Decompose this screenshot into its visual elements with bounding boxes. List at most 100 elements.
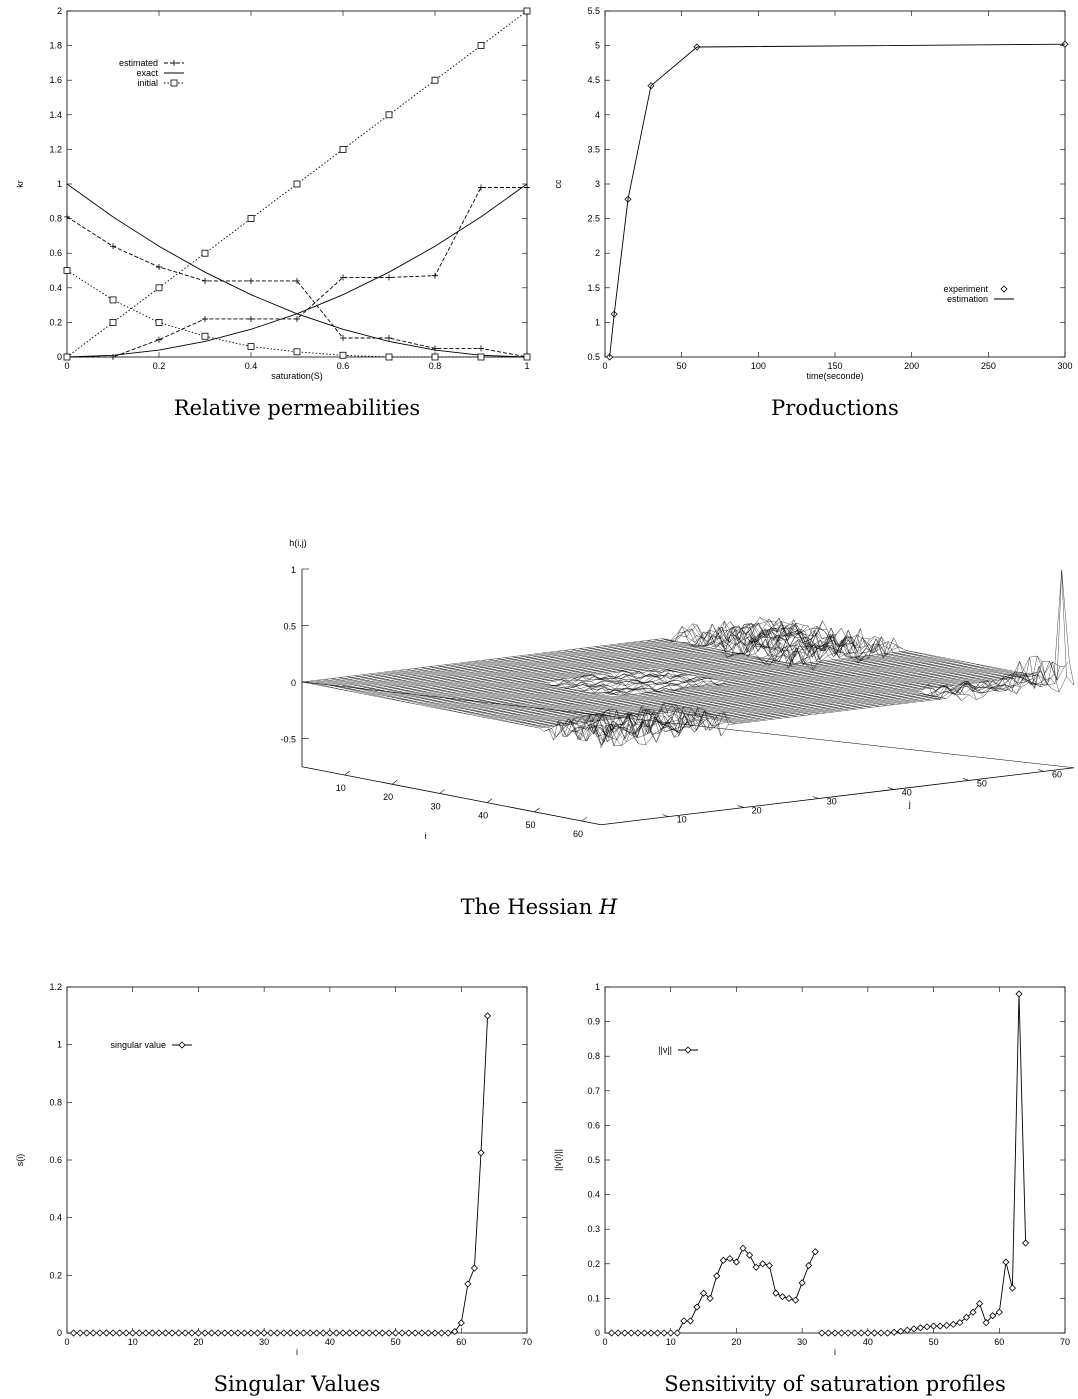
y-tick-label: 0.8	[49, 1097, 62, 1107]
data-point	[719, 1256, 727, 1264]
j-tick-label: 10	[677, 815, 687, 825]
data-point	[792, 1296, 800, 1304]
data-point	[300, 1329, 308, 1337]
x-tick-label: 0.2	[153, 361, 166, 371]
legend-marker	[684, 1046, 692, 1054]
data-point	[464, 1280, 472, 1288]
data-point	[916, 1324, 924, 1332]
j-tick	[962, 778, 969, 781]
series-line	[821, 993, 1027, 1334]
data-point	[254, 1329, 262, 1337]
j-tick	[737, 805, 744, 808]
data-point	[181, 1329, 189, 1337]
data-point	[432, 272, 438, 279]
data-point	[248, 277, 254, 284]
x-tick-label: 150	[827, 361, 842, 371]
y-tick-label: 4.5	[587, 75, 600, 85]
data-point	[818, 1329, 826, 1337]
x-tick-label: 300	[1057, 361, 1072, 371]
x-tick-label: 250	[981, 361, 996, 371]
legend-estimation: estimation	[947, 294, 988, 304]
x-tick-label: 70	[522, 1337, 532, 1347]
chart-caption: Sensitivity of saturation profiles	[664, 1372, 1006, 1396]
data-point	[667, 1329, 675, 1337]
data-point	[660, 1329, 668, 1337]
legend-v-norm: ||v||	[658, 1045, 672, 1055]
data-point	[857, 1329, 865, 1337]
caption-math: H	[598, 895, 618, 919]
data-point	[110, 243, 116, 250]
i-tick	[344, 770, 350, 776]
data-point	[398, 1329, 406, 1337]
data-point	[995, 1308, 1003, 1316]
data-point	[201, 1329, 209, 1337]
data-point	[962, 1313, 970, 1321]
data-point	[293, 348, 301, 356]
series-line	[67, 187, 527, 358]
y-tick-label: 5.5	[587, 6, 600, 16]
y-tick-label: 2.5	[587, 214, 600, 224]
series-line	[611, 1247, 816, 1334]
data-point	[870, 1329, 878, 1337]
x-tick-label: 0	[602, 361, 607, 371]
plot-frame	[604, 986, 1066, 1334]
data-point	[385, 1329, 393, 1337]
data-point	[83, 1329, 91, 1337]
data-point	[89, 1329, 97, 1337]
y-tick-label: 0	[595, 1328, 600, 1338]
data-point	[156, 336, 162, 343]
chart-caption: The Hessian H	[461, 895, 618, 919]
chart-caption: Productions	[771, 396, 899, 420]
data-point	[168, 1329, 176, 1337]
data-point	[280, 1329, 288, 1337]
y-tick-label: 1.4	[49, 110, 62, 120]
data-point	[431, 353, 439, 361]
data-point	[1022, 1239, 1030, 1247]
data-point	[76, 1329, 84, 1337]
data-point	[418, 1329, 426, 1337]
data-point	[346, 1329, 354, 1337]
y-axis-label: cc	[553, 179, 563, 189]
y-tick-label: 0.2	[587, 1259, 600, 1269]
data-point	[424, 1329, 432, 1337]
data-point	[956, 1319, 964, 1327]
data-point	[765, 1261, 773, 1270]
data-point	[772, 1289, 780, 1297]
y-axis-label: kr	[15, 180, 25, 188]
y-tick-label: 1.6	[49, 75, 62, 85]
y-tick-label: 0.2	[49, 1270, 62, 1280]
i-axis-label: i	[425, 831, 427, 841]
data-point	[109, 318, 117, 326]
y-tick-label: 0.6	[587, 1120, 600, 1130]
data-point	[411, 1329, 419, 1337]
data-point	[877, 1329, 885, 1337]
data-point	[451, 1327, 459, 1336]
legend-initial: initial	[137, 78, 158, 88]
data-point	[824, 1329, 832, 1337]
data-point	[1008, 1284, 1016, 1292]
chart-hessian: 1 0.5 0 -0.5 h(i,j) 10 20 30 40 50 60 i 10 20 30 40 50 60…	[280, 538, 1075, 919]
y-tick-label: 1	[595, 982, 600, 992]
data-point	[260, 1329, 268, 1337]
i-tick	[439, 789, 445, 794]
data-point	[202, 315, 208, 322]
data-point	[739, 1244, 747, 1252]
data-point	[247, 215, 255, 223]
y-tick-label: 2	[595, 248, 600, 258]
i-tick	[391, 780, 398, 785]
data-point	[294, 277, 300, 284]
data-point	[838, 1329, 846, 1337]
data-point	[752, 1263, 760, 1271]
x-tick-label: 0	[602, 1337, 607, 1347]
data-point	[647, 1329, 655, 1337]
data-point	[478, 184, 484, 191]
data-point	[732, 1258, 740, 1266]
data-point	[372, 1329, 380, 1337]
y-tick-label: 0.7	[587, 1086, 600, 1096]
legend-experiment: experiment	[943, 284, 988, 294]
data-point	[930, 1322, 938, 1330]
data-point	[162, 1329, 170, 1337]
data-point	[627, 1329, 635, 1337]
j-tick-label: 30	[827, 797, 837, 807]
